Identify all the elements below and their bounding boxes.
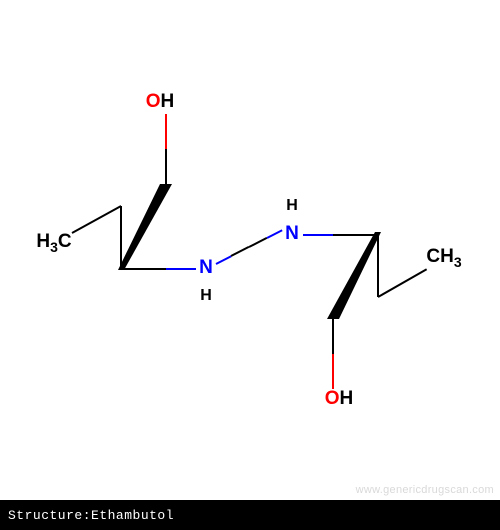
footer-value: Ethambutol — [91, 508, 174, 523]
wedge-bond — [0, 0, 500, 500]
footer-prefix: Structure: — [8, 508, 91, 523]
atom-oh-right: OH — [325, 388, 354, 410]
atom-h3c-left: H3C — [36, 231, 71, 255]
atom-n-right: N — [285, 223, 299, 245]
footer-bar: Structure: Ethambutol — [0, 500, 500, 530]
atom-h-left-below: H — [200, 287, 212, 305]
atom-oh-left: OH — [146, 91, 175, 113]
structure-canvas: OH H3C N H H N CH3 OH www.genericdrugsca… — [0, 0, 500, 500]
watermark-text: www.genericdrugscan.com — [356, 484, 494, 496]
atom-ch3-right: CH3 — [426, 246, 461, 270]
atom-n-left: N — [199, 257, 213, 279]
atom-h-right-above: H — [286, 197, 298, 215]
